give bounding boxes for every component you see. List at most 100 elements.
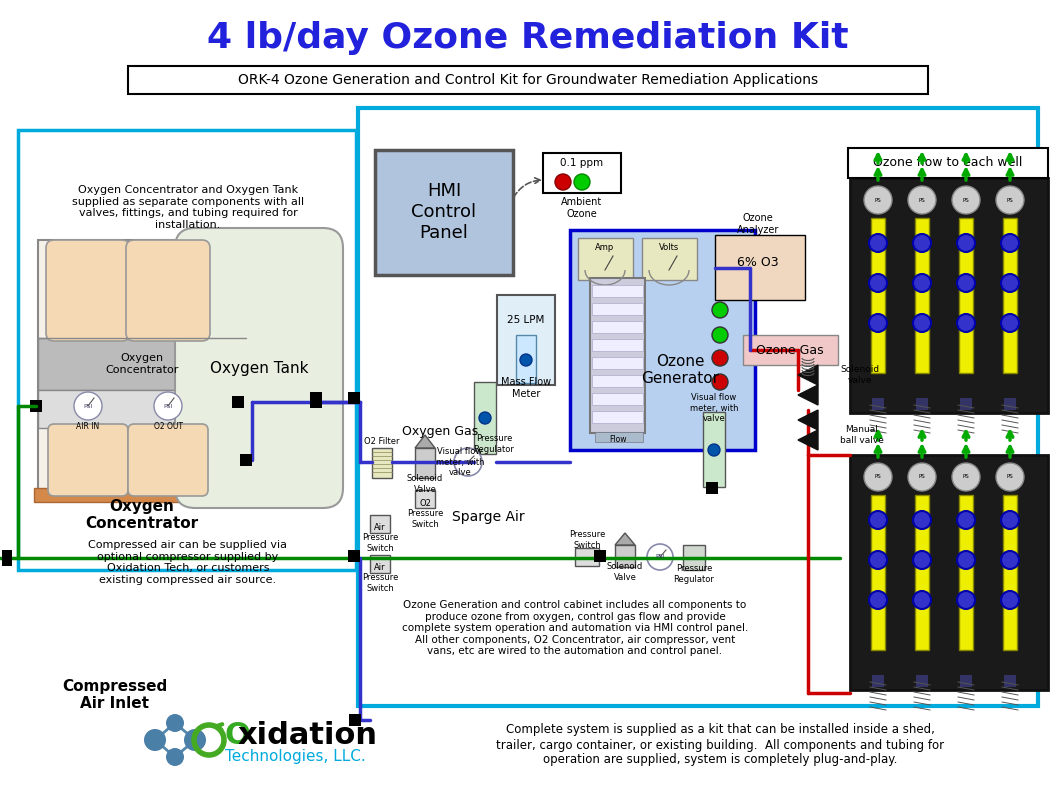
FancyBboxPatch shape bbox=[240, 400, 252, 412]
Circle shape bbox=[166, 714, 184, 732]
Circle shape bbox=[864, 463, 892, 491]
FancyBboxPatch shape bbox=[592, 393, 643, 405]
FancyBboxPatch shape bbox=[715, 235, 805, 300]
Text: O2 OUT: O2 OUT bbox=[153, 422, 183, 431]
FancyBboxPatch shape bbox=[872, 398, 884, 410]
FancyBboxPatch shape bbox=[415, 490, 435, 508]
FancyBboxPatch shape bbox=[570, 230, 755, 450]
Circle shape bbox=[908, 463, 937, 491]
Circle shape bbox=[74, 392, 101, 420]
Circle shape bbox=[957, 551, 975, 569]
Text: Technologies, LLC.: Technologies, LLC. bbox=[225, 750, 366, 764]
Text: Ozone Gas: Ozone Gas bbox=[756, 344, 823, 357]
Text: ORK-4 Ozone Generation and Control Kit for Groundwater Remediation Applications: ORK-4 Ozone Generation and Control Kit f… bbox=[238, 73, 818, 87]
Text: Oxygen
Concentrator: Oxygen Concentrator bbox=[86, 499, 199, 531]
Circle shape bbox=[647, 544, 673, 570]
FancyBboxPatch shape bbox=[415, 448, 435, 478]
Text: PS: PS bbox=[874, 197, 882, 202]
FancyBboxPatch shape bbox=[592, 285, 643, 297]
FancyBboxPatch shape bbox=[592, 357, 643, 369]
FancyBboxPatch shape bbox=[960, 398, 972, 410]
Text: PSI: PSI bbox=[655, 555, 665, 560]
FancyBboxPatch shape bbox=[38, 390, 246, 428]
Circle shape bbox=[708, 444, 720, 456]
Circle shape bbox=[166, 748, 184, 766]
Text: Compressed
Air Inlet: Compressed Air Inlet bbox=[62, 679, 168, 711]
Text: PS: PS bbox=[919, 197, 925, 202]
FancyBboxPatch shape bbox=[2, 550, 12, 566]
Text: Solenoid
Valve: Solenoid Valve bbox=[607, 562, 643, 582]
Circle shape bbox=[712, 350, 728, 366]
FancyBboxPatch shape bbox=[872, 675, 884, 687]
Text: Pressure
Regulator: Pressure Regulator bbox=[673, 564, 715, 583]
FancyBboxPatch shape bbox=[543, 153, 622, 193]
Text: Oxygen Concentrator and Oxygen Tank
supplied as separate components with all
val: Oxygen Concentrator and Oxygen Tank supp… bbox=[72, 185, 304, 230]
Text: Compressed air can be supplied via
optional compressor supplied by
Oxidation Tec: Compressed air can be supplied via optio… bbox=[89, 540, 288, 585]
Circle shape bbox=[869, 314, 887, 332]
Circle shape bbox=[864, 186, 892, 214]
Text: Sparge Air: Sparge Air bbox=[451, 510, 524, 524]
Text: Pressure
Switch: Pressure Switch bbox=[569, 530, 606, 550]
Text: 4 lb/day Ozone Remediation Kit: 4 lb/day Ozone Remediation Kit bbox=[207, 21, 849, 55]
Circle shape bbox=[1001, 274, 1019, 292]
Text: 25 LPM: 25 LPM bbox=[507, 315, 544, 325]
Text: Ozone
Analyzer: Ozone Analyzer bbox=[737, 213, 779, 235]
Circle shape bbox=[1001, 511, 1019, 529]
FancyBboxPatch shape bbox=[592, 339, 643, 351]
FancyBboxPatch shape bbox=[916, 675, 928, 687]
FancyBboxPatch shape bbox=[240, 454, 252, 466]
FancyBboxPatch shape bbox=[850, 178, 1047, 413]
Circle shape bbox=[184, 729, 206, 751]
Circle shape bbox=[869, 511, 887, 529]
FancyBboxPatch shape bbox=[1003, 218, 1017, 373]
FancyBboxPatch shape bbox=[642, 238, 697, 280]
Circle shape bbox=[957, 511, 975, 529]
FancyBboxPatch shape bbox=[871, 218, 885, 373]
FancyBboxPatch shape bbox=[850, 455, 1047, 690]
Text: Solenoid
Valve: Solenoid Valve bbox=[407, 474, 443, 494]
FancyBboxPatch shape bbox=[594, 550, 606, 562]
FancyBboxPatch shape bbox=[575, 548, 599, 566]
Polygon shape bbox=[798, 430, 818, 450]
FancyBboxPatch shape bbox=[615, 545, 635, 567]
FancyBboxPatch shape bbox=[1004, 398, 1016, 410]
Circle shape bbox=[574, 174, 590, 190]
Text: Amp: Amp bbox=[595, 244, 614, 252]
FancyBboxPatch shape bbox=[706, 482, 718, 494]
FancyBboxPatch shape bbox=[960, 675, 972, 687]
FancyBboxPatch shape bbox=[592, 375, 643, 387]
Text: Visual flow
meter, with
valve: Visual flow meter, with valve bbox=[690, 393, 738, 423]
Polygon shape bbox=[798, 365, 818, 385]
FancyBboxPatch shape bbox=[348, 392, 360, 404]
Text: 0.1 ppm: 0.1 ppm bbox=[560, 158, 604, 168]
FancyBboxPatch shape bbox=[848, 148, 1047, 178]
Circle shape bbox=[520, 354, 532, 366]
Circle shape bbox=[996, 463, 1024, 491]
Circle shape bbox=[957, 314, 975, 332]
Text: Mass Flow
Meter: Mass Flow Meter bbox=[501, 377, 551, 399]
Text: PS: PS bbox=[963, 474, 969, 479]
FancyBboxPatch shape bbox=[126, 240, 210, 341]
FancyBboxPatch shape bbox=[683, 545, 705, 570]
Circle shape bbox=[957, 234, 975, 252]
Circle shape bbox=[957, 274, 975, 292]
Circle shape bbox=[712, 374, 728, 390]
Circle shape bbox=[712, 327, 728, 343]
Text: O2
Pressure
Switch: O2 Pressure Switch bbox=[407, 499, 443, 529]
Text: PSI: PSI bbox=[164, 404, 172, 408]
FancyBboxPatch shape bbox=[516, 335, 536, 383]
Circle shape bbox=[913, 314, 931, 332]
Circle shape bbox=[913, 274, 931, 292]
Text: Oxygen
Concentrator: Oxygen Concentrator bbox=[106, 353, 179, 375]
FancyBboxPatch shape bbox=[474, 382, 496, 454]
Text: Ozone Generation and control cabinet includes all components to
produce ozone fr: Ozone Generation and control cabinet inc… bbox=[402, 600, 748, 657]
Circle shape bbox=[479, 412, 492, 424]
FancyBboxPatch shape bbox=[349, 714, 361, 726]
FancyBboxPatch shape bbox=[595, 432, 643, 442]
Text: PS: PS bbox=[919, 474, 925, 479]
Circle shape bbox=[996, 186, 1024, 214]
Circle shape bbox=[913, 591, 931, 609]
Circle shape bbox=[144, 729, 166, 751]
FancyBboxPatch shape bbox=[592, 411, 643, 423]
FancyBboxPatch shape bbox=[18, 130, 356, 570]
